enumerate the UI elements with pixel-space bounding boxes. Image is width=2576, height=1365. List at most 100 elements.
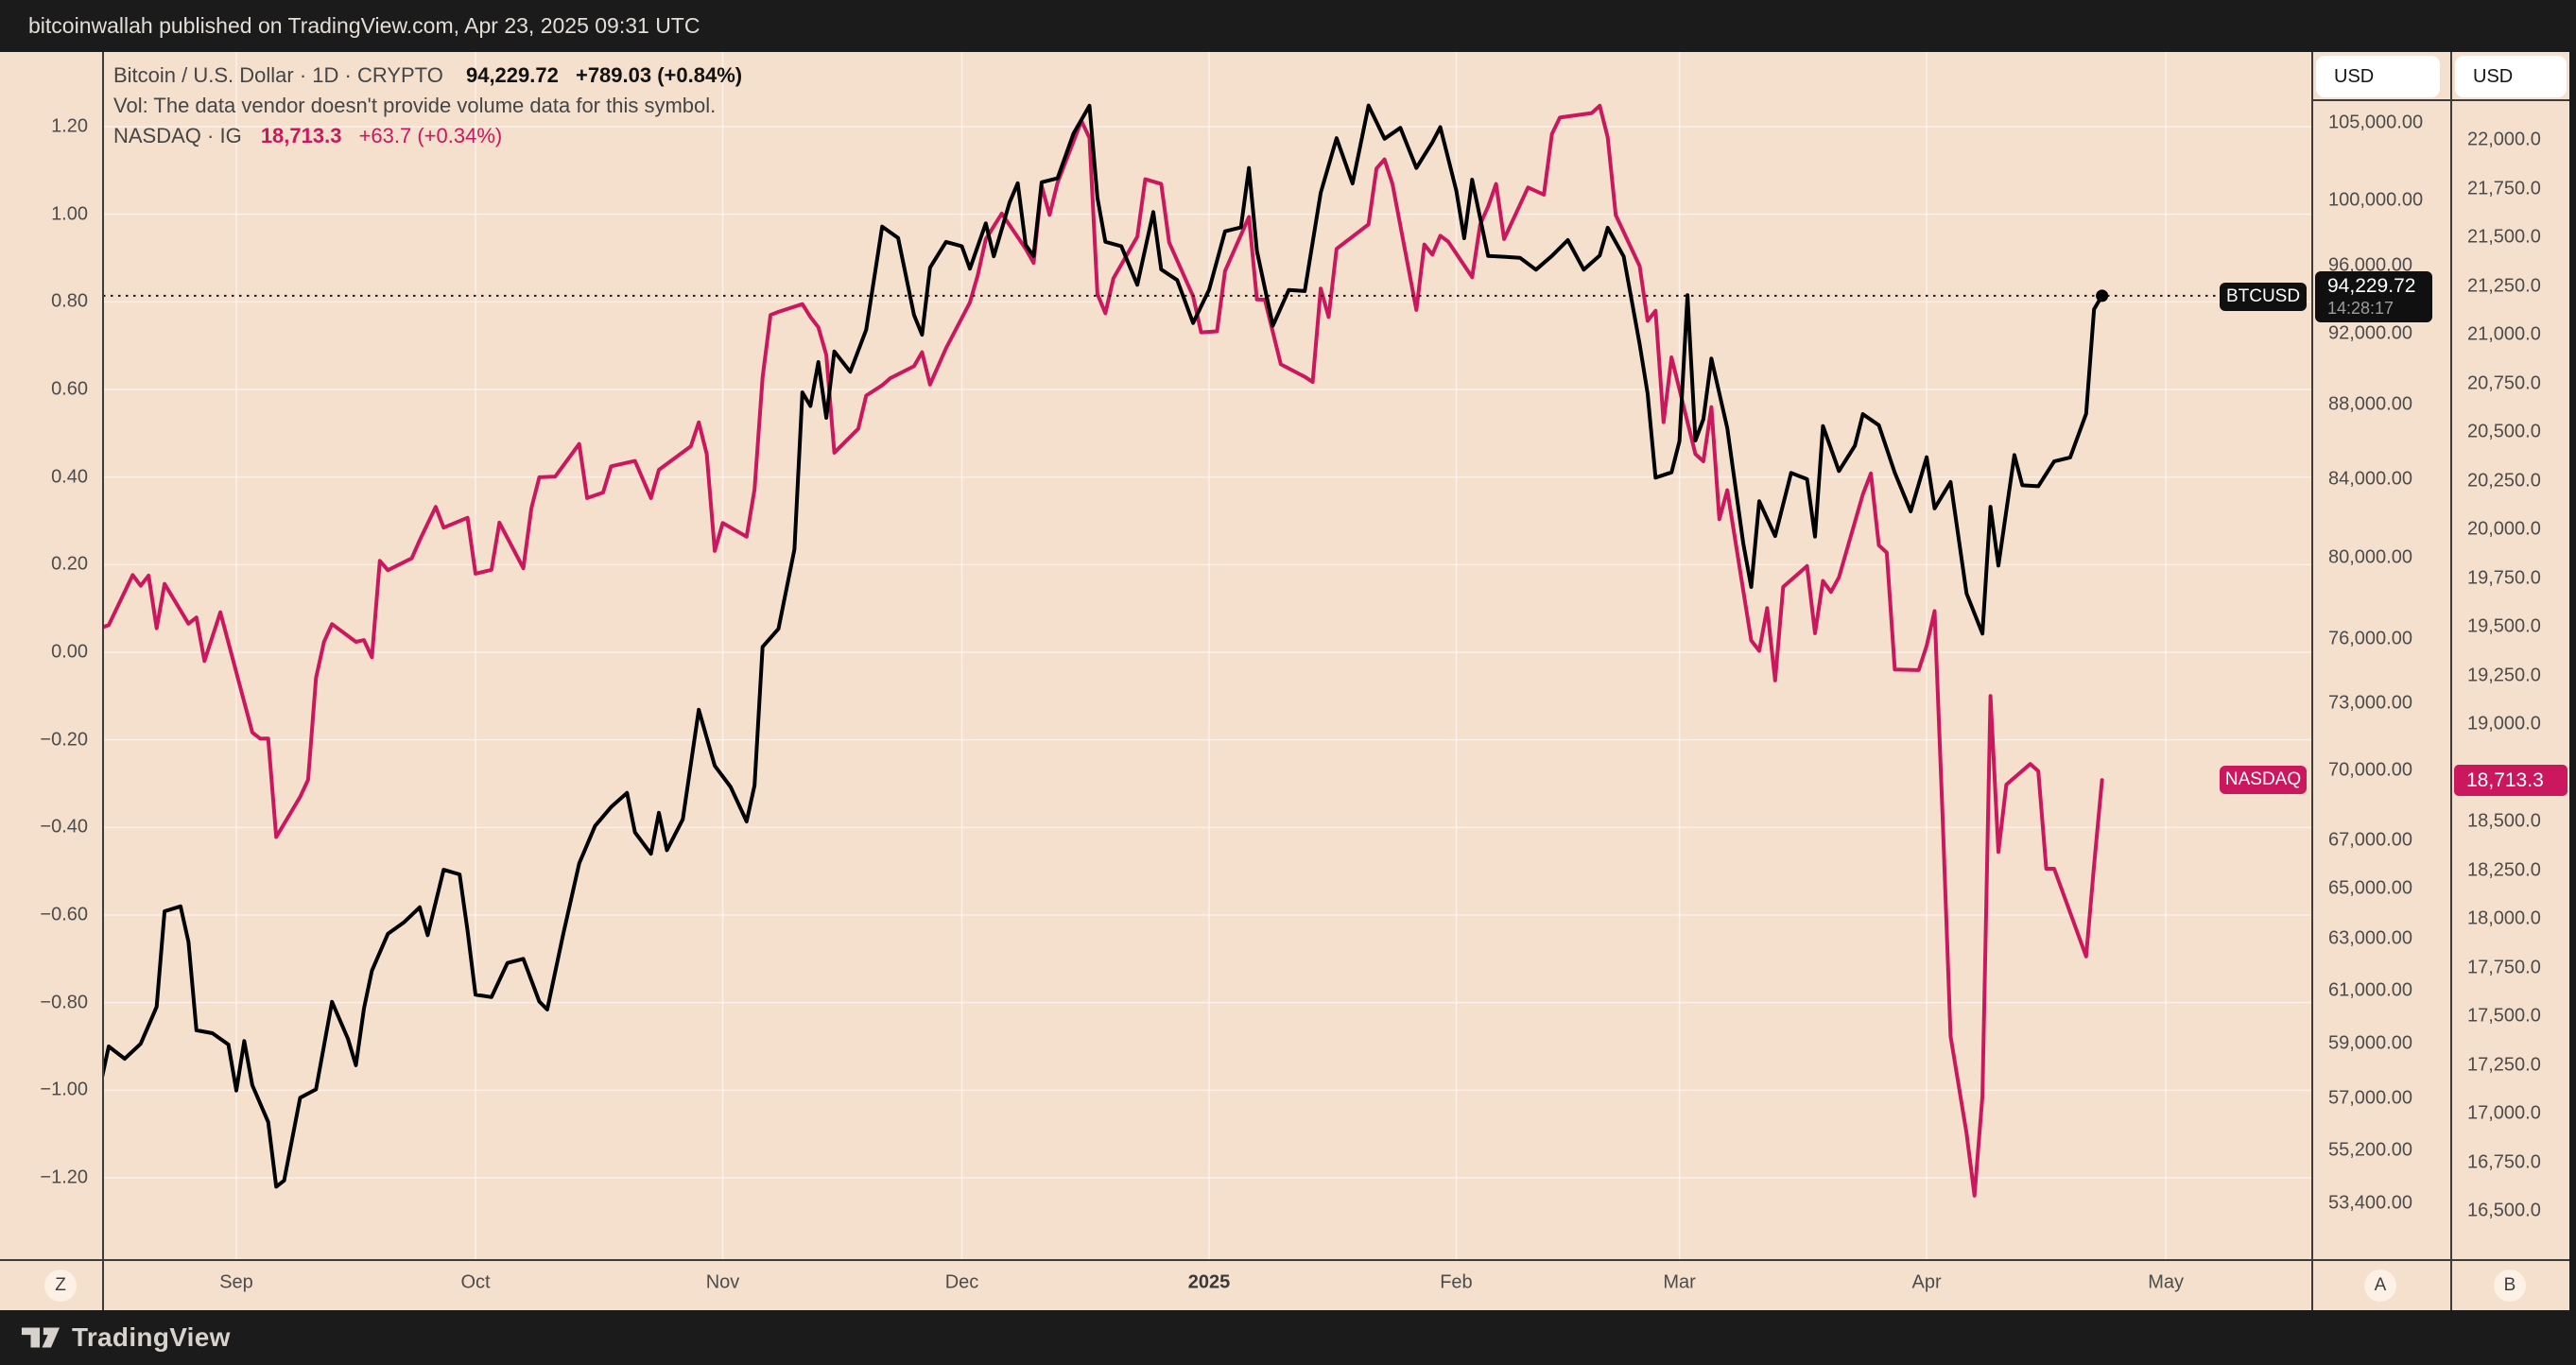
btcusd-price-value: 94,229.72 — [2327, 275, 2416, 297]
month-label-apr: Apr — [1911, 1271, 1942, 1293]
left-axis-tick: 0.80 — [51, 290, 88, 312]
axis-ndx-tick: 19,500.0 — [2467, 615, 2541, 637]
left-axis-tick: −0.80 — [40, 992, 88, 1013]
main-symbol-title: Bitcoin / U.S. Dollar · 1D · CRYPTO — [113, 63, 443, 87]
axis-btc-tick: 67,000.00 — [2328, 829, 2412, 851]
axis-ndx-tick: 20,000.0 — [2467, 518, 2541, 540]
compare-symbol-price: 18,713.3 — [260, 124, 342, 147]
month-label-nov: Nov — [705, 1271, 740, 1293]
left-axis-tick: −1.00 — [40, 1079, 88, 1100]
axis-btc-tick: 70,000.00 — [2328, 759, 2412, 781]
btcusd-countdown: 14:28:17 — [2327, 299, 2394, 318]
volume-indicator-message: Vol: The data vendor doesn't provide vol… — [113, 94, 717, 117]
main-symbol-change: +789.03 (+0.84%) — [575, 63, 743, 87]
left-axis-tick: 0.20 — [51, 553, 88, 575]
left-axis-tick: 0.60 — [51, 378, 88, 400]
left-scale-separator — [102, 52, 104, 1310]
axis-btc-tick: 65,000.00 — [2328, 877, 2412, 899]
volume-indicator-row[interactable]: Vol: The data vendor doesn't provide vol… — [113, 91, 742, 121]
axis-ndx-tick: 17,250.0 — [2467, 1054, 2541, 1076]
axis-ndx-tick: 17,500.0 — [2467, 1005, 2541, 1027]
axis-btc-tick: 53,400.00 — [2328, 1192, 2412, 1214]
axis-ndx-tick: 17,750.0 — [2467, 957, 2541, 978]
axis-btc-tick: 88,000.00 — [2328, 393, 2412, 415]
left-axis-tick: 1.20 — [51, 115, 88, 137]
btc-price-scale[interactable]: USD 105,000.00 100,000.00 96,000.00 92,000.… — [2313, 52, 2450, 1310]
axis-ndx-tick: 16,500.0 — [2467, 1200, 2541, 1221]
axis-ndx-tick: 21,500.0 — [2467, 226, 2541, 248]
axis-ndx-tick: 22,000.0 — [2467, 129, 2541, 150]
time-axis[interactable]: Sep Oct Nov Dec 2025 Feb Mar Apr May — [0, 1261, 2569, 1310]
nasdaq-currency-button[interactable]: USD — [2455, 56, 2567, 97]
left-axis-tick: −0.20 — [40, 729, 88, 751]
tradingview-brand-link[interactable]: TradingView — [72, 1322, 231, 1352]
nasdaq-price-scale[interactable]: USD 22,000.0 21,750.0 21,500.0 21,250.0 21,0… — [2452, 52, 2569, 1310]
footer: TradingView — [0, 1310, 2576, 1365]
axis-btc-tick: 84,000.00 — [2328, 468, 2412, 490]
axis-ndx-tick: 19,000.0 — [2467, 713, 2541, 734]
left-axis-tick: 0.00 — [51, 641, 88, 663]
month-label-sep: Sep — [219, 1271, 253, 1293]
gridlines — [103, 52, 2311, 1259]
axis-header-separator — [2311, 99, 2569, 101]
axis-btc-tick: 76,000.00 — [2328, 628, 2412, 649]
axis-ndx-tick: 16,750.0 — [2467, 1151, 2541, 1173]
btc-scale-mode-button[interactable]: A — [2364, 1270, 2396, 1302]
left-axis-tick: −0.60 — [40, 904, 88, 925]
btc-last-point-dot — [2096, 289, 2109, 302]
compare-symbol-row[interactable]: NASDAQ · IG 18,713.3 +63.7 (+0.34%) — [113, 121, 742, 151]
axis-btc-tick: 57,000.00 — [2328, 1087, 2412, 1109]
axis-btc-tick: 61,000.00 — [2328, 979, 2412, 1001]
axis-ndx-tick: 20,750.0 — [2467, 372, 2541, 394]
nasdaq-series-badge: NASDAQ — [2220, 766, 2307, 794]
axis-btc-tick: 55,200.00 — [2328, 1139, 2412, 1161]
axis-ndx-tick: 20,250.0 — [2467, 470, 2541, 492]
main-symbol-row[interactable]: Bitcoin / U.S. Dollar · 1D · CRYPTO 94,2… — [113, 60, 742, 91]
axis-ndx-tick: 19,750.0 — [2467, 567, 2541, 589]
tradingview-logo-icon[interactable] — [21, 1322, 61, 1353]
month-label-oct: Oct — [460, 1271, 491, 1293]
publish-bar: bitcoinwallah published on TradingView.c… — [0, 0, 2576, 52]
compare-symbol-title: NASDAQ · IG — [113, 124, 242, 147]
btcusd-line — [103, 103, 2104, 1189]
axis-btc-tick: 92,000.00 — [2328, 322, 2412, 344]
publish-bar-text: bitcoinwallah published on TradingView.c… — [28, 13, 700, 38]
btc-currency-button[interactable]: USD — [2316, 56, 2440, 97]
time-axis-separator — [0, 1259, 2569, 1261]
nasdaq-scale-separator — [2450, 52, 2452, 1310]
axis-btc-tick: 96,000.00 — [2328, 254, 2412, 276]
month-label-dec: Dec — [944, 1271, 979, 1293]
symbol-header: Bitcoin / U.S. Dollar · 1D · CRYPTO 94,2… — [113, 60, 742, 151]
axis-btc-tick: 80,000.00 — [2328, 546, 2412, 568]
axis-ndx-tick: 18,000.0 — [2467, 907, 2541, 929]
chart-panel[interactable] — [0, 52, 2569, 1310]
left-axis-tick: 1.00 — [51, 203, 88, 225]
axis-btc-tick: 73,000.00 — [2328, 692, 2412, 714]
main-symbol-price: 94,229.72 — [465, 63, 559, 87]
axis-btc-tick: 59,000.00 — [2328, 1032, 2412, 1054]
compare-symbol-change: +63.7 (+0.34%) — [358, 124, 503, 147]
left-price-scale[interactable]: 1.20 1.00 0.80 0.60 0.40 0.20 0.00 −0.20 −0.40 −0… — [0, 52, 102, 1259]
axis-ndx-tick: 21,750.0 — [2467, 178, 2541, 199]
axis-btc-tick: 105,000.00 — [2328, 112, 2424, 133]
axis-ndx-tick: 17,000.0 — [2467, 1102, 2541, 1124]
axis-ndx-tick: 21,250.0 — [2467, 275, 2541, 297]
axis-btc-tick: 63,000.00 — [2328, 927, 2412, 949]
nasdaq-price-badge: 18,713.3 — [2454, 765, 2567, 796]
axis-ndx-tick: 19,250.0 — [2467, 665, 2541, 686]
axis-ndx-tick: 21,000.0 — [2467, 323, 2541, 345]
axis-ndx-tick: 20,500.0 — [2467, 421, 2541, 442]
axis-ndx-tick: 18,250.0 — [2467, 859, 2541, 881]
left-axis-tick: 0.40 — [51, 466, 88, 488]
nasdaq-scale-mode-button[interactable]: B — [2494, 1270, 2526, 1302]
timezone-button[interactable]: Z — [44, 1270, 77, 1302]
btc-scale-separator — [2311, 52, 2313, 1310]
month-label-2025: 2025 — [1187, 1271, 1231, 1293]
axis-ndx-tick: 18,500.0 — [2467, 810, 2541, 832]
axis-btc-tick: 100,000.00 — [2328, 189, 2424, 211]
month-label-feb: Feb — [1440, 1271, 1473, 1293]
btcusd-price-badge: 94,229.72 14:28:17 — [2315, 271, 2432, 322]
left-axis-tick: −0.40 — [40, 816, 88, 838]
month-label-mar: Mar — [1663, 1271, 1696, 1293]
